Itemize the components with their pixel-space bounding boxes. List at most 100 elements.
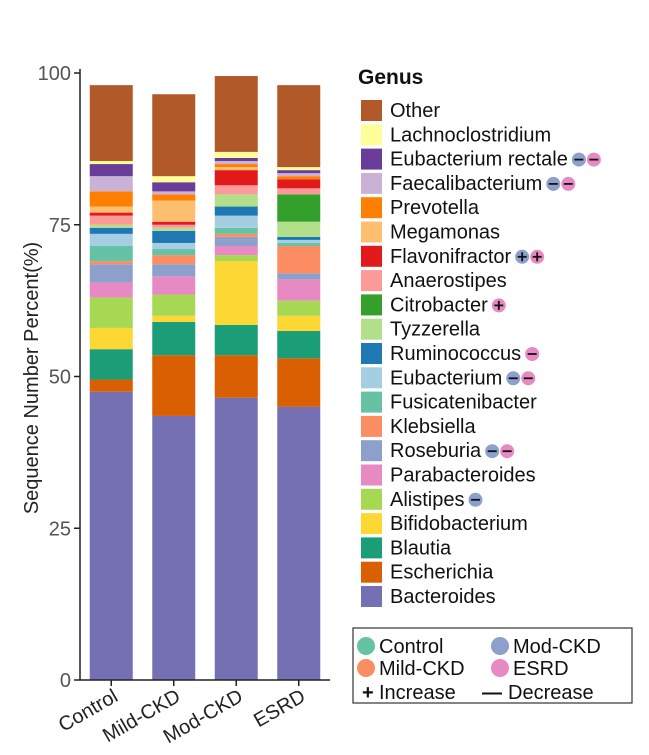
legend-label: Citrobacter — [390, 294, 488, 316]
bar-segment-other — [89, 85, 133, 162]
legend-swatch — [361, 391, 382, 413]
bar-segment-eubacterium-rectale — [89, 164, 133, 177]
sign-key-label: Increase — [379, 682, 456, 704]
bar-segment-eubacterium — [277, 239, 321, 243]
y-axis: Sequence Number Percent(%) 0 25 50 75 100 — [21, 63, 81, 692]
bar-segment-klebsiella — [89, 261, 133, 265]
bar-segment-eubacterium-rectale — [214, 157, 258, 162]
bar-segment-faecalibacterium — [152, 191, 196, 195]
bar-segment-roseburia — [89, 264, 133, 283]
bar-segment-blautia — [277, 330, 321, 359]
group-key-label: ESRD — [513, 658, 569, 680]
bar-segment-eubacterium — [89, 233, 133, 246]
bar-segment-fusicatenibacter — [152, 249, 196, 256]
legend-label: Prevotella — [390, 197, 480, 219]
legend-label: Flavonifractor — [390, 246, 511, 268]
bar-segment-tyzzerella — [152, 227, 196, 231]
legend-title: Genus — [358, 66, 423, 89]
bar-segment-bacteroides — [277, 406, 321, 680]
bar-segment-bifidobacterium — [214, 261, 258, 325]
bar-segment-blautia — [152, 321, 196, 356]
bar-segment-citrobacter — [277, 194, 321, 222]
legend-swatch — [361, 367, 382, 389]
legend-label: Alistipes — [390, 489, 464, 511]
bar-segment-lachnoclostridium — [89, 161, 133, 165]
bar-segment-ruminococcus — [89, 227, 133, 234]
legend-label: Eubacterium — [390, 367, 502, 389]
sign-key-symbol: + — [362, 682, 374, 704]
legend-swatch — [361, 464, 382, 486]
group-key-label: Control — [379, 636, 443, 658]
legend-swatch — [361, 440, 382, 462]
bar-segment-eubacterium — [214, 215, 258, 228]
bar-segment-alistipes — [277, 300, 321, 316]
bar-segment-ruminococcus — [152, 230, 196, 243]
legend-swatch — [361, 245, 382, 267]
y-axis-label: Sequence Number Percent(%) — [21, 242, 43, 514]
group-key-label: Mild-CKD — [379, 658, 465, 680]
bar-segment-klebsiella — [214, 233, 258, 237]
bar-segment-bifidobacterium — [152, 315, 196, 322]
bar-segment-bifidobacterium — [277, 315, 321, 331]
legend-swatch — [361, 172, 382, 194]
y-tick-label: 75 — [49, 215, 71, 237]
bar-segment-escherichia — [214, 355, 258, 398]
bar-segment-anaerostipes — [277, 188, 321, 195]
bar-segment-parabacteroides — [152, 276, 196, 295]
bar-segment-other — [152, 94, 196, 177]
bar-segment-lachnoclostridium — [277, 167, 321, 171]
bar-segment-faecalibacterium — [277, 173, 321, 177]
legend-swatch — [361, 294, 382, 316]
bar-segment-ruminococcus — [214, 206, 258, 216]
y-tick-label: 100 — [38, 63, 71, 85]
y-tick-label: 50 — [49, 367, 71, 389]
bar-segment-megamonas — [214, 167, 258, 171]
group-key-dot — [357, 659, 375, 677]
legend-label: Klebsiella — [390, 416, 476, 438]
bar-segment-ruminococcus — [277, 236, 321, 240]
legend-label: Tyzzerella — [390, 319, 481, 341]
group-key-legend: Control Mod-CKD Mild-CKD ESRD + Increase — Decr… — [352, 627, 633, 704]
legend-swatch — [361, 270, 382, 292]
plot-area — [89, 76, 321, 680]
bar-segment-other — [214, 76, 258, 152]
bar-segment-anaerostipes — [89, 215, 133, 225]
legend-label: Bifidobacterium — [390, 513, 528, 535]
group-key-label: Mod-CKD — [513, 636, 601, 658]
legend-swatch — [361, 586, 382, 607]
legend-label: Bacteroides — [390, 586, 496, 608]
bar-segment-prevotella — [277, 176, 321, 180]
bar-segment-anaerostipes — [152, 224, 196, 228]
bar-segment-roseburia — [277, 273, 321, 280]
bar-segment-eubacterium-rectale — [152, 182, 196, 192]
bar-segment-tyzzerella — [89, 224, 133, 228]
bar-segment-bifidobacterium — [89, 327, 133, 350]
legend-swatch — [361, 513, 382, 535]
bar-segment-parabacteroides — [277, 279, 321, 301]
bar-segment-blautia — [214, 324, 258, 356]
bar-segment-blautia — [89, 349, 133, 380]
legend-swatch — [361, 488, 382, 510]
bar-segment-flavonifractor — [152, 221, 196, 225]
bar-segment-klebsiella — [152, 255, 196, 265]
legend-swatch — [361, 318, 382, 340]
bar-segment-bacteroides — [152, 415, 196, 680]
y-tick-label: 25 — [49, 518, 71, 540]
legend-label: Faecalibacterium — [390, 173, 542, 195]
legend-swatch — [361, 197, 382, 219]
group-key-dot — [491, 659, 509, 677]
legend-label: Blautia — [390, 537, 452, 559]
bar-segment-prevotella — [152, 194, 196, 201]
bar-segment-roseburia — [214, 236, 258, 246]
bar-segment-flavonifractor — [89, 212, 133, 216]
bar-segment-fusicatenibacter — [277, 242, 321, 246]
bar-segment-eubacterium — [152, 242, 196, 250]
sign-key-symbol: — — [482, 682, 502, 704]
bar-segment-fusicatenibacter — [89, 245, 133, 262]
bar-segment-prevotella — [89, 191, 133, 207]
legend-swatch — [361, 415, 382, 437]
group-key-dot — [491, 637, 509, 655]
bar-segment-parabacteroides — [214, 245, 258, 256]
